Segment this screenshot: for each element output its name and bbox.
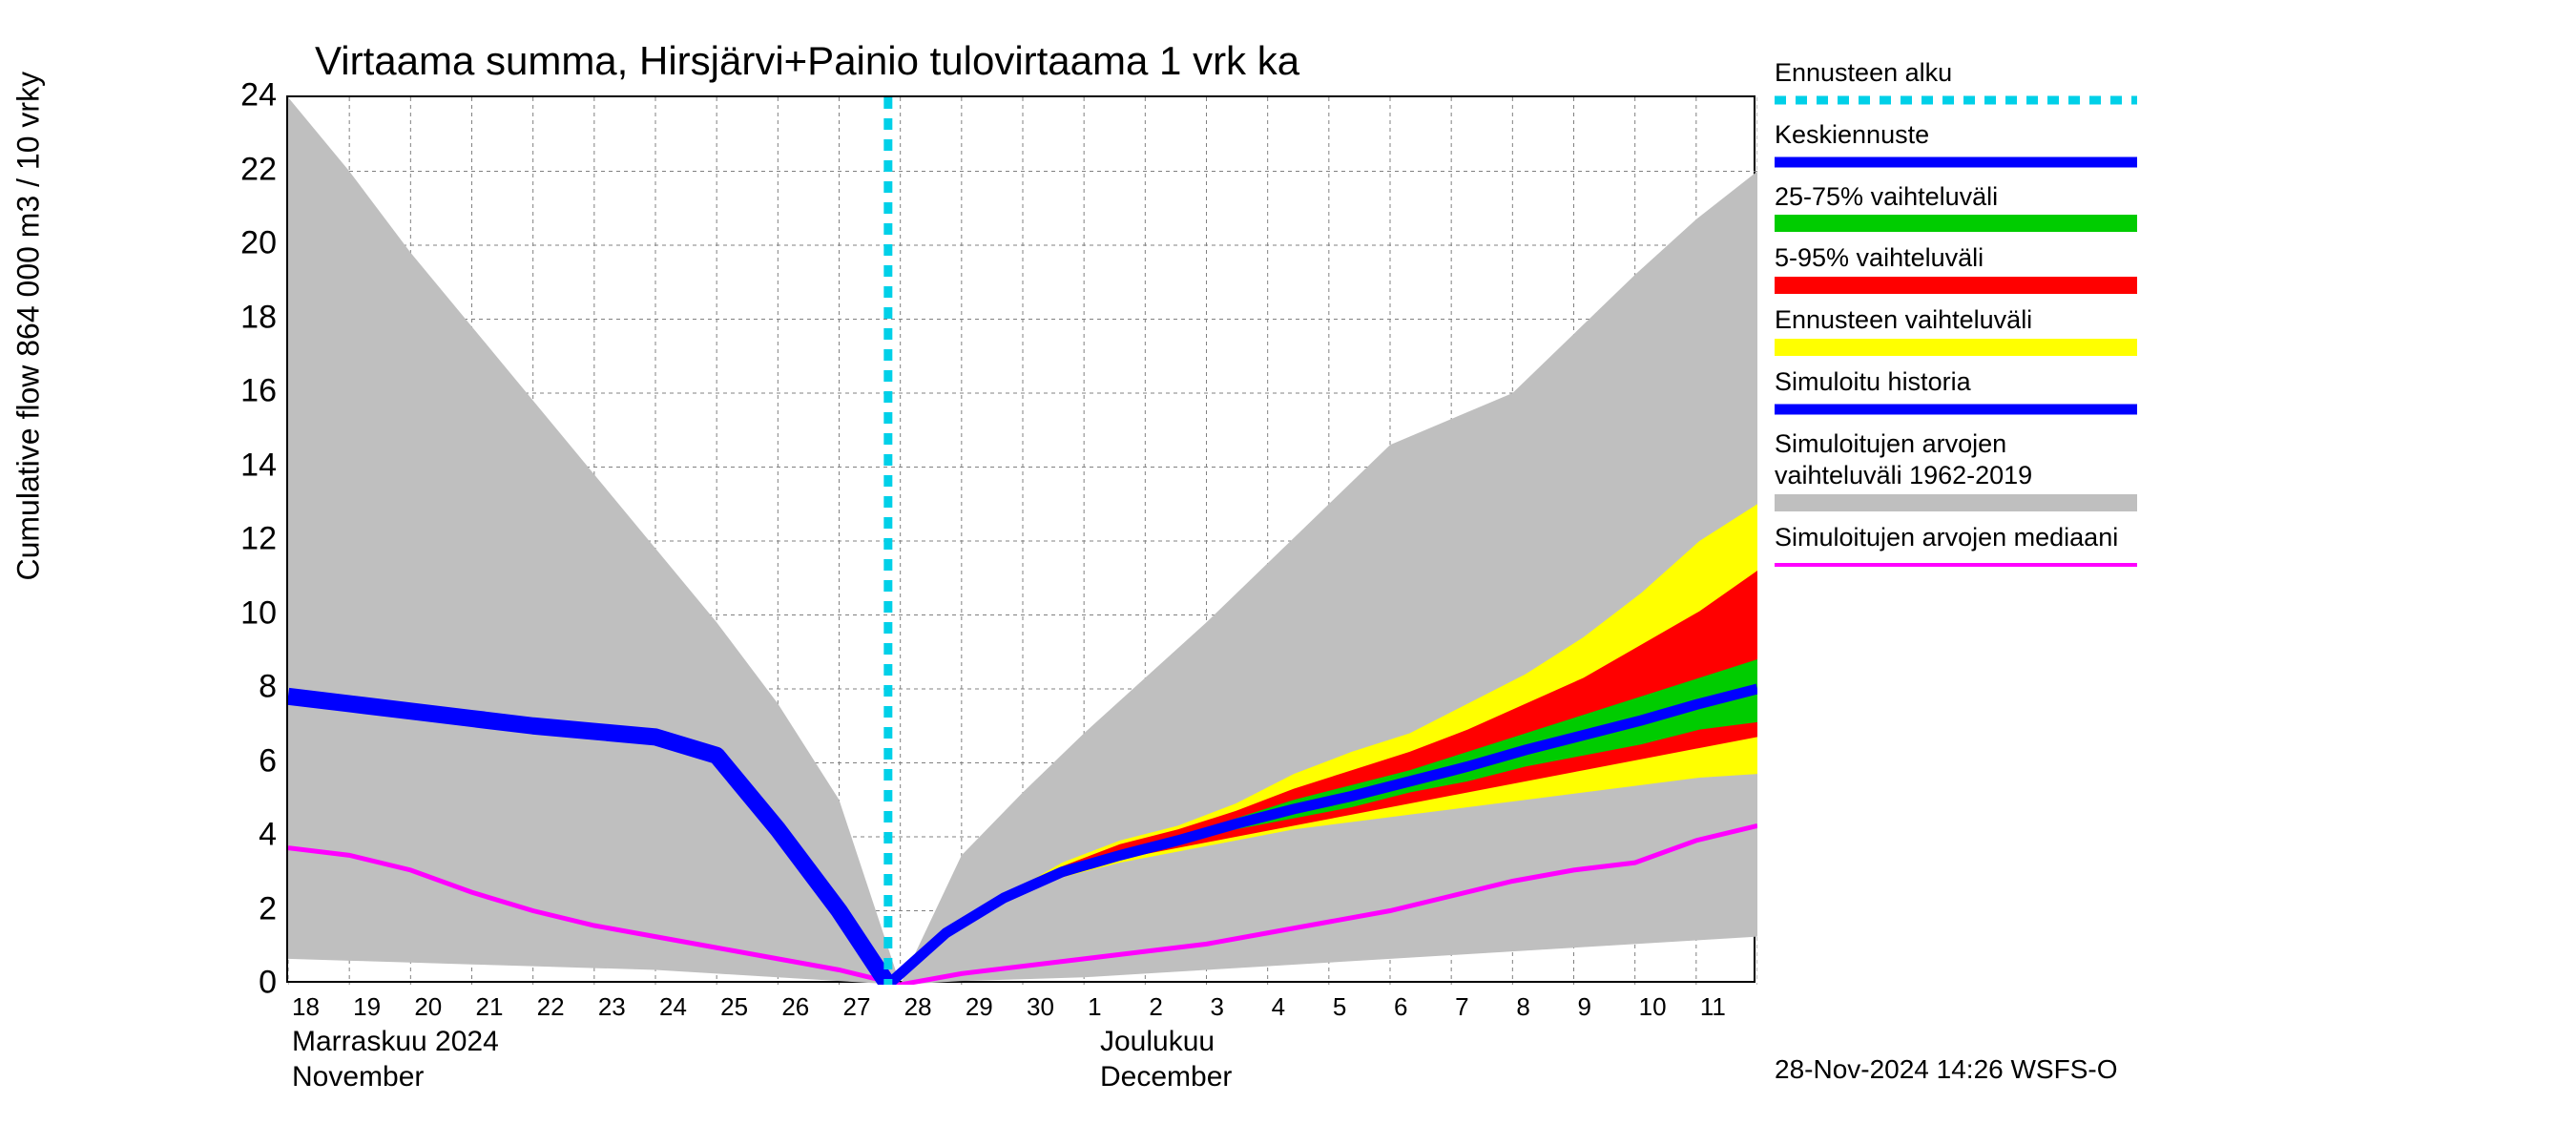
x-tick: 18 bbox=[292, 992, 320, 1022]
x-tick: 28 bbox=[904, 992, 932, 1022]
x-tick: 3 bbox=[1211, 992, 1224, 1022]
x-tick: 19 bbox=[353, 992, 381, 1022]
y-tick: 8 bbox=[219, 669, 277, 706]
y-tick: 2 bbox=[219, 890, 277, 927]
legend-label: Ennusteen vaihteluväli bbox=[1775, 304, 2137, 337]
legend-item: Simuloitujen arvojen vaihteluväli 1962-2… bbox=[1775, 428, 2137, 519]
legend-label: Keskiennuste bbox=[1775, 119, 2137, 152]
x-tick: 7 bbox=[1455, 992, 1468, 1022]
x-tick: 26 bbox=[781, 992, 809, 1022]
legend: Ennusteen alku Keskiennuste 25-75% vaihtel… bbox=[1775, 57, 2137, 584]
legend-swatch bbox=[1775, 554, 2137, 575]
legend-swatch bbox=[1775, 90, 2137, 111]
legend-item: Keskiennuste bbox=[1775, 119, 2137, 177]
legend-swatch bbox=[1775, 152, 2137, 173]
chart-container: Virtaama summa, Hirsjärvi+Painio tulovir… bbox=[86, 38, 2547, 1107]
month-label-fi: Joulukuu bbox=[1100, 1026, 1215, 1058]
y-tick: 0 bbox=[219, 965, 277, 1002]
x-tick: 23 bbox=[598, 992, 626, 1022]
month-label-en: December bbox=[1100, 1061, 1232, 1093]
y-tick: 4 bbox=[219, 817, 277, 854]
chart-title: Virtaama summa, Hirsjärvi+Painio tulovir… bbox=[315, 38, 1299, 84]
legend-swatch bbox=[1775, 399, 2137, 420]
legend-item: 5-95% vaihteluväli bbox=[1775, 242, 2137, 301]
legend-label: 5-95% vaihteluväli bbox=[1775, 242, 2137, 275]
legend-label: Simuloitu historia bbox=[1775, 366, 2137, 399]
y-tick: 14 bbox=[219, 447, 277, 484]
legend-item: Ennusteen vaihteluväli bbox=[1775, 304, 2137, 363]
month-label-fi: Marraskuu 2024 bbox=[292, 1026, 499, 1058]
y-tick: 18 bbox=[219, 299, 277, 336]
x-tick: 20 bbox=[414, 992, 442, 1022]
x-tick: 27 bbox=[843, 992, 871, 1022]
x-tick: 6 bbox=[1394, 992, 1407, 1022]
legend-item: Simuloitu historia bbox=[1775, 366, 2137, 425]
legend-item: 25-75% vaihteluväli bbox=[1775, 181, 2137, 239]
y-tick: 24 bbox=[219, 77, 277, 114]
legend-swatch bbox=[1775, 492, 2137, 513]
y-tick: 22 bbox=[219, 151, 277, 188]
x-tick: 25 bbox=[720, 992, 748, 1022]
x-tick: 8 bbox=[1516, 992, 1529, 1022]
x-tick: 24 bbox=[659, 992, 687, 1022]
y-tick: 16 bbox=[219, 373, 277, 410]
legend-swatch bbox=[1775, 337, 2137, 358]
legend-label: 25-75% vaihteluväli bbox=[1775, 181, 2137, 214]
x-tick: 22 bbox=[537, 992, 565, 1022]
legend-swatch bbox=[1775, 213, 2137, 234]
legend-label: Simuloitujen arvojen vaihteluväli 1962-2… bbox=[1775, 428, 2137, 493]
legend-swatch bbox=[1775, 275, 2137, 296]
legend-label: Ennusteen alku bbox=[1775, 57, 2137, 90]
y-tick: 10 bbox=[219, 594, 277, 632]
y-tick: 12 bbox=[219, 521, 277, 558]
y-axis-label: Cumulative flow 864 000 m3 / 10 vrky bbox=[11, 72, 47, 581]
legend-item: Simuloitujen arvojen mediaani bbox=[1775, 522, 2137, 580]
legend-item: Ennusteen alku bbox=[1775, 57, 2137, 115]
y-tick: 6 bbox=[219, 742, 277, 780]
y-tick: 20 bbox=[219, 225, 277, 262]
x-tick: 11 bbox=[1700, 992, 1726, 1022]
month-label-en: November bbox=[292, 1061, 424, 1093]
footer-timestamp: 28-Nov-2024 14:26 WSFS-O bbox=[1775, 1054, 2118, 1085]
x-tick: 5 bbox=[1333, 992, 1346, 1022]
x-tick: 29 bbox=[966, 992, 993, 1022]
x-tick: 2 bbox=[1149, 992, 1162, 1022]
x-tick: 10 bbox=[1639, 992, 1667, 1022]
x-tick: 30 bbox=[1027, 992, 1054, 1022]
chart-svg bbox=[288, 97, 1757, 985]
plot-area bbox=[286, 95, 1755, 983]
x-tick: 4 bbox=[1272, 992, 1285, 1022]
x-tick: 9 bbox=[1578, 992, 1591, 1022]
x-tick: 1 bbox=[1088, 992, 1101, 1022]
legend-label: Simuloitujen arvojen mediaani bbox=[1775, 522, 2137, 554]
x-tick: 21 bbox=[476, 992, 504, 1022]
